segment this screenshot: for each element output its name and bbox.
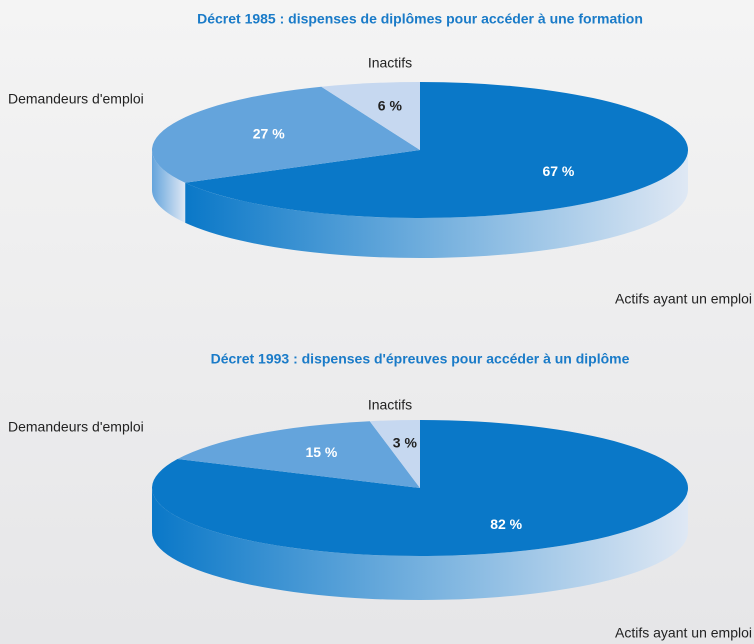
chart-title: Décret 1993 : dispenses d'épreuves pour … xyxy=(211,351,630,367)
category-label: Demandeurs d'emploi xyxy=(8,91,144,107)
slice-side xyxy=(152,150,186,223)
slice xyxy=(151,420,688,556)
category-label: Inactifs xyxy=(368,397,412,413)
chart-title: Décret 1985 : dispenses de diplômes pour… xyxy=(197,11,643,27)
slice-side xyxy=(152,488,688,600)
slice xyxy=(177,421,420,488)
value-label: 27 % xyxy=(253,126,285,142)
category-label: Demandeurs d'emploi xyxy=(8,419,144,435)
slice xyxy=(185,82,689,218)
value-label: 3 % xyxy=(393,435,418,451)
value-label: 15 % xyxy=(305,444,337,460)
slice-side xyxy=(185,150,688,258)
category-label: Inactifs xyxy=(368,55,412,71)
slice xyxy=(321,82,420,150)
value-label: 82 % xyxy=(490,516,522,532)
category-label: Actifs ayant un emploi xyxy=(615,291,752,307)
slice xyxy=(369,420,420,488)
value-label: 6 % xyxy=(378,97,403,113)
slice xyxy=(151,86,420,183)
value-label: 67 % xyxy=(542,163,574,179)
category-label: Actifs ayant un emploi xyxy=(615,625,752,641)
